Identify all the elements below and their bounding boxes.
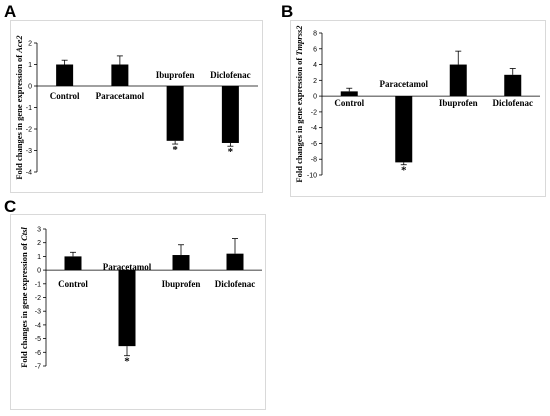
y-tick-label: -10 — [307, 173, 317, 180]
category-label-diclofenac: Diclofenac — [493, 98, 534, 108]
y-tick-label: -1 — [26, 105, 32, 112]
y-tick-label: 1 — [28, 62, 32, 69]
bar-ibuprofen — [449, 64, 467, 97]
y-tick-label: 2 — [28, 41, 32, 48]
category-label-paracetamol: Paracetamol — [380, 79, 429, 89]
chart-frame-b — [290, 20, 546, 197]
y-tick-label: -5 — [35, 336, 41, 343]
significance-marker: * — [228, 146, 234, 158]
category-label-ibuprofen: Ibuprofen — [162, 279, 201, 289]
y-tick-label: 0 — [313, 94, 317, 101]
y-axis-label: Fold changes in gene expression of Ace2 — [14, 35, 24, 180]
significance-marker: * — [401, 165, 407, 177]
bar-control — [340, 91, 358, 97]
category-label-control: Control — [50, 91, 80, 101]
category-label-paracetamol: Paracetamol — [103, 262, 152, 272]
significance-marker: * — [124, 356, 130, 368]
bar-paracetamol — [111, 64, 129, 86]
bar-paracetamol — [118, 270, 136, 347]
bar-ibuprofen — [172, 255, 190, 271]
y-tick-label: -8 — [311, 157, 317, 164]
y-axis-label: Fold changes in gene expression of Ctsl — [19, 227, 29, 368]
category-label-control: Control — [334, 98, 364, 108]
y-tick-label: -7 — [35, 364, 41, 371]
bar-diclofenac — [226, 253, 244, 271]
y-tick-label: -6 — [35, 350, 41, 357]
y-tick-label: 2 — [313, 78, 317, 85]
y-tick-label: 8 — [313, 31, 317, 38]
panel-letter-b: B — [281, 2, 294, 21]
bar-control — [56, 64, 74, 86]
bar-ibuprofen — [166, 86, 184, 141]
y-axis-label: Fold changes in gene expression of Tmprs… — [294, 25, 304, 183]
y-tick-label: -4 — [26, 170, 32, 177]
bar-control — [64, 256, 82, 271]
category-label-control: Control — [58, 279, 88, 289]
y-tick-label: 6 — [313, 46, 317, 53]
category-label-ibuprofen: Ibuprofen — [439, 98, 478, 108]
y-tick-label: -2 — [26, 127, 32, 134]
category-label-paracetamol: Paracetamol — [96, 91, 145, 101]
significance-marker: * — [172, 144, 178, 156]
y-tick-label: -3 — [35, 309, 41, 316]
y-tick-label: 2 — [37, 240, 41, 247]
y-tick-label: -4 — [35, 322, 41, 329]
bar-diclofenac — [221, 86, 239, 143]
y-tick-label: -6 — [311, 141, 317, 148]
category-label-ibuprofen: Ibuprofen — [156, 70, 195, 80]
panel-letter-c: C — [4, 197, 17, 216]
y-tick-label: -2 — [35, 295, 41, 302]
y-tick-label: 3 — [37, 227, 41, 234]
y-tick-label: -4 — [311, 125, 317, 132]
bar-diclofenac — [504, 74, 522, 97]
y-tick-label: 1 — [37, 254, 41, 261]
bar-paracetamol — [395, 96, 413, 163]
category-label-diclofenac: Diclofenac — [215, 279, 256, 289]
y-tick-label: 0 — [37, 268, 41, 275]
panel-letter-a: A — [4, 2, 17, 21]
y-tick-label: -3 — [26, 148, 32, 155]
chart-frame-a — [10, 20, 263, 193]
y-tick-label: 4 — [313, 62, 317, 69]
chart-frame-c — [10, 214, 266, 410]
y-tick-label: -2 — [311, 109, 317, 116]
y-tick-label: 0 — [28, 84, 32, 91]
y-tick-label: -1 — [35, 281, 41, 288]
category-label-diclofenac: Diclofenac — [210, 70, 251, 80]
